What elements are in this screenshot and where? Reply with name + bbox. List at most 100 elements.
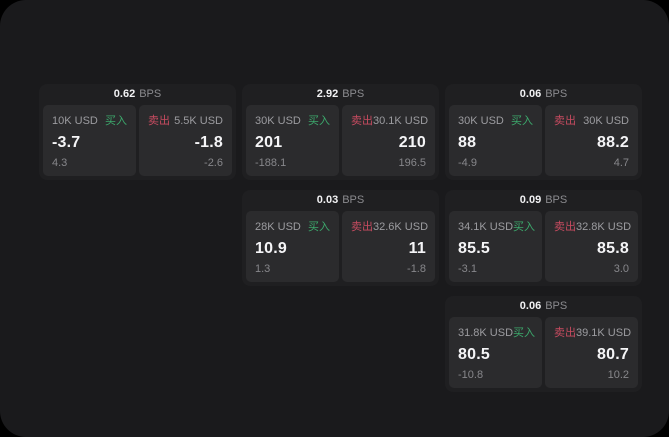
sell-side-label: 卖出 [554,115,576,127]
buy-amount: 34.1K USD [458,221,514,233]
buy-panel[interactable]: 30K USD 买入 88 -4.9 [449,105,542,176]
quote-card[interactable]: 0.06 BPS 30K USD 买入 88 -4.9 卖出 30K USD 8… [445,84,642,180]
sell-price: 80.7 [597,346,629,363]
sell-delta: 196.5 [398,157,426,169]
quote-panels: 30K USD 买入 88 -4.9 卖出 30K USD 88.2 4.7 [449,105,638,176]
buy-price: 85.5 [458,240,490,257]
sell-amount: 30.1K USD [373,115,429,127]
sell-amount: 5.5K USD [174,115,223,127]
spread-unit: BPS [342,194,365,206]
spread-header: 0.06 BPS [449,296,638,317]
buy-price: 88 [458,134,477,151]
sell-delta: 10.2 [607,369,629,381]
sell-price: 11 [408,240,426,257]
quote-panels: 28K USD 买入 10.9 1.3 卖出 32.6K USD 11 -1.8 [246,211,435,282]
spread-header: 0.03 BPS [246,190,435,211]
quote-panels: 31.8K USD 买入 80.5 -10.8 卖出 39.1K USD 80.… [449,317,638,388]
sell-price: 210 [398,134,426,151]
buy-amount: 31.8K USD [458,327,514,339]
buy-price: 80.5 [458,346,490,363]
buy-panel-top: 30K USD 买入 [458,112,533,128]
sell-delta: 3.0 [613,263,629,275]
spread-unit: BPS [545,194,568,206]
buy-panel-top: 31.8K USD 买入 [458,324,535,340]
sell-side-label: 卖出 [351,115,373,127]
sell-panel-top: 卖出 32.8K USD [554,218,632,234]
buy-panel[interactable]: 34.1K USD 买入 85.5 -3.1 [449,211,542,282]
buy-panel-top: 34.1K USD 买入 [458,218,536,234]
quote-panels: 30K USD 买入 201 -188.1 卖出 30.1K USD 210 1… [246,105,435,176]
quote-card[interactable]: 0.06 BPS 31.8K USD 买入 80.5 -10.8 卖出 39.1… [445,296,642,392]
buy-panel-top: 30K USD 买入 [255,112,330,128]
sell-delta: -2.6 [204,157,223,169]
buy-price: -3.7 [52,134,81,151]
sell-side-label: 卖出 [148,115,170,127]
sell-panel-top: 卖出 39.1K USD [554,324,632,340]
buy-side-label: 买入 [308,115,330,127]
quote-panels: 10K USD 买入 -3.7 4.3 卖出 5.5K USD -1.8 -2.… [43,105,232,176]
buy-delta: 1.3 [255,263,271,275]
buy-delta: -4.9 [458,157,477,169]
buy-delta: 4.3 [52,157,68,169]
sell-delta: -1.8 [407,263,426,275]
buy-side-label: 买入 [511,115,533,127]
buy-amount: 30K USD [458,115,504,127]
spread-unit: BPS [545,300,568,312]
quote-card[interactable]: 0.03 BPS 28K USD 买入 10.9 1.3 卖出 32.6K US… [242,190,439,286]
quote-card[interactable]: 0.62 BPS 10K USD 买入 -3.7 4.3 卖出 5.5K USD… [39,84,236,180]
quote-card[interactable]: 2.92 BPS 30K USD 买入 201 -188.1 卖出 30.1K … [242,84,439,180]
sell-amount: 30K USD [583,115,629,127]
sell-price: -1.8 [194,134,223,151]
buy-side-label: 买入 [105,115,127,127]
sell-amount: 32.8K USD [576,221,632,233]
buy-delta: -3.1 [458,263,477,275]
sell-side-label: 卖出 [351,221,373,233]
buy-panel[interactable]: 28K USD 买入 10.9 1.3 [246,211,339,282]
spread-header: 0.62 BPS [43,84,232,105]
buy-side-label: 买入 [308,221,330,233]
sell-price: 85.8 [597,240,629,257]
spread-value: 2.92 [316,88,339,100]
spread-value: 0.06 [519,300,542,312]
spread-header: 2.92 BPS [246,84,435,105]
sell-panel-top: 卖出 5.5K USD [148,112,223,128]
spread-value: 0.09 [519,194,542,206]
spread-header: 0.06 BPS [449,84,638,105]
buy-price: 201 [255,134,283,151]
buy-panel[interactable]: 30K USD 买入 201 -188.1 [246,105,339,176]
quote-panels: 34.1K USD 买入 85.5 -3.1 卖出 32.8K USD 85.8… [449,211,638,282]
spread-value: 0.03 [316,194,339,206]
buy-side-label: 买入 [513,221,536,233]
sell-amount: 32.6K USD [373,221,429,233]
sell-panel[interactable]: 卖出 32.8K USD 85.8 3.0 [545,211,638,282]
spread-value: 0.06 [519,88,542,100]
sell-side-label: 卖出 [554,221,576,233]
spread-header: 0.09 BPS [449,190,638,211]
sell-panel[interactable]: 卖出 32.6K USD 11 -1.8 [342,211,435,282]
buy-delta: -188.1 [255,157,287,169]
buy-panel[interactable]: 31.8K USD 买入 80.5 -10.8 [449,317,542,388]
sell-panel[interactable]: 卖出 39.1K USD 80.7 10.2 [545,317,638,388]
spread-unit: BPS [342,88,365,100]
sell-side-label: 卖出 [554,327,576,339]
sell-delta: 4.7 [613,157,629,169]
buy-panel-top: 10K USD 买入 [52,112,127,128]
sell-price: 88.2 [597,134,629,151]
buy-amount: 30K USD [255,115,301,127]
buy-amount: 28K USD [255,221,301,233]
sell-panel[interactable]: 卖出 30K USD 88.2 4.7 [545,105,638,176]
quote-card[interactable]: 0.09 BPS 34.1K USD 买入 85.5 -3.1 卖出 32.8K… [445,190,642,286]
spread-value: 0.62 [113,88,136,100]
spread-unit: BPS [139,88,162,100]
buy-price: 10.9 [255,240,287,257]
sell-panel[interactable]: 卖出 5.5K USD -1.8 -2.6 [139,105,232,176]
buy-amount: 10K USD [52,115,98,127]
sell-panel-top: 卖出 30K USD [554,112,629,128]
buy-panel-top: 28K USD 买入 [255,218,330,234]
sell-panel-top: 卖出 30.1K USD [351,112,429,128]
sell-amount: 39.1K USD [576,327,632,339]
sell-panel[interactable]: 卖出 30.1K USD 210 196.5 [342,105,435,176]
buy-panel[interactable]: 10K USD 买入 -3.7 4.3 [43,105,136,176]
